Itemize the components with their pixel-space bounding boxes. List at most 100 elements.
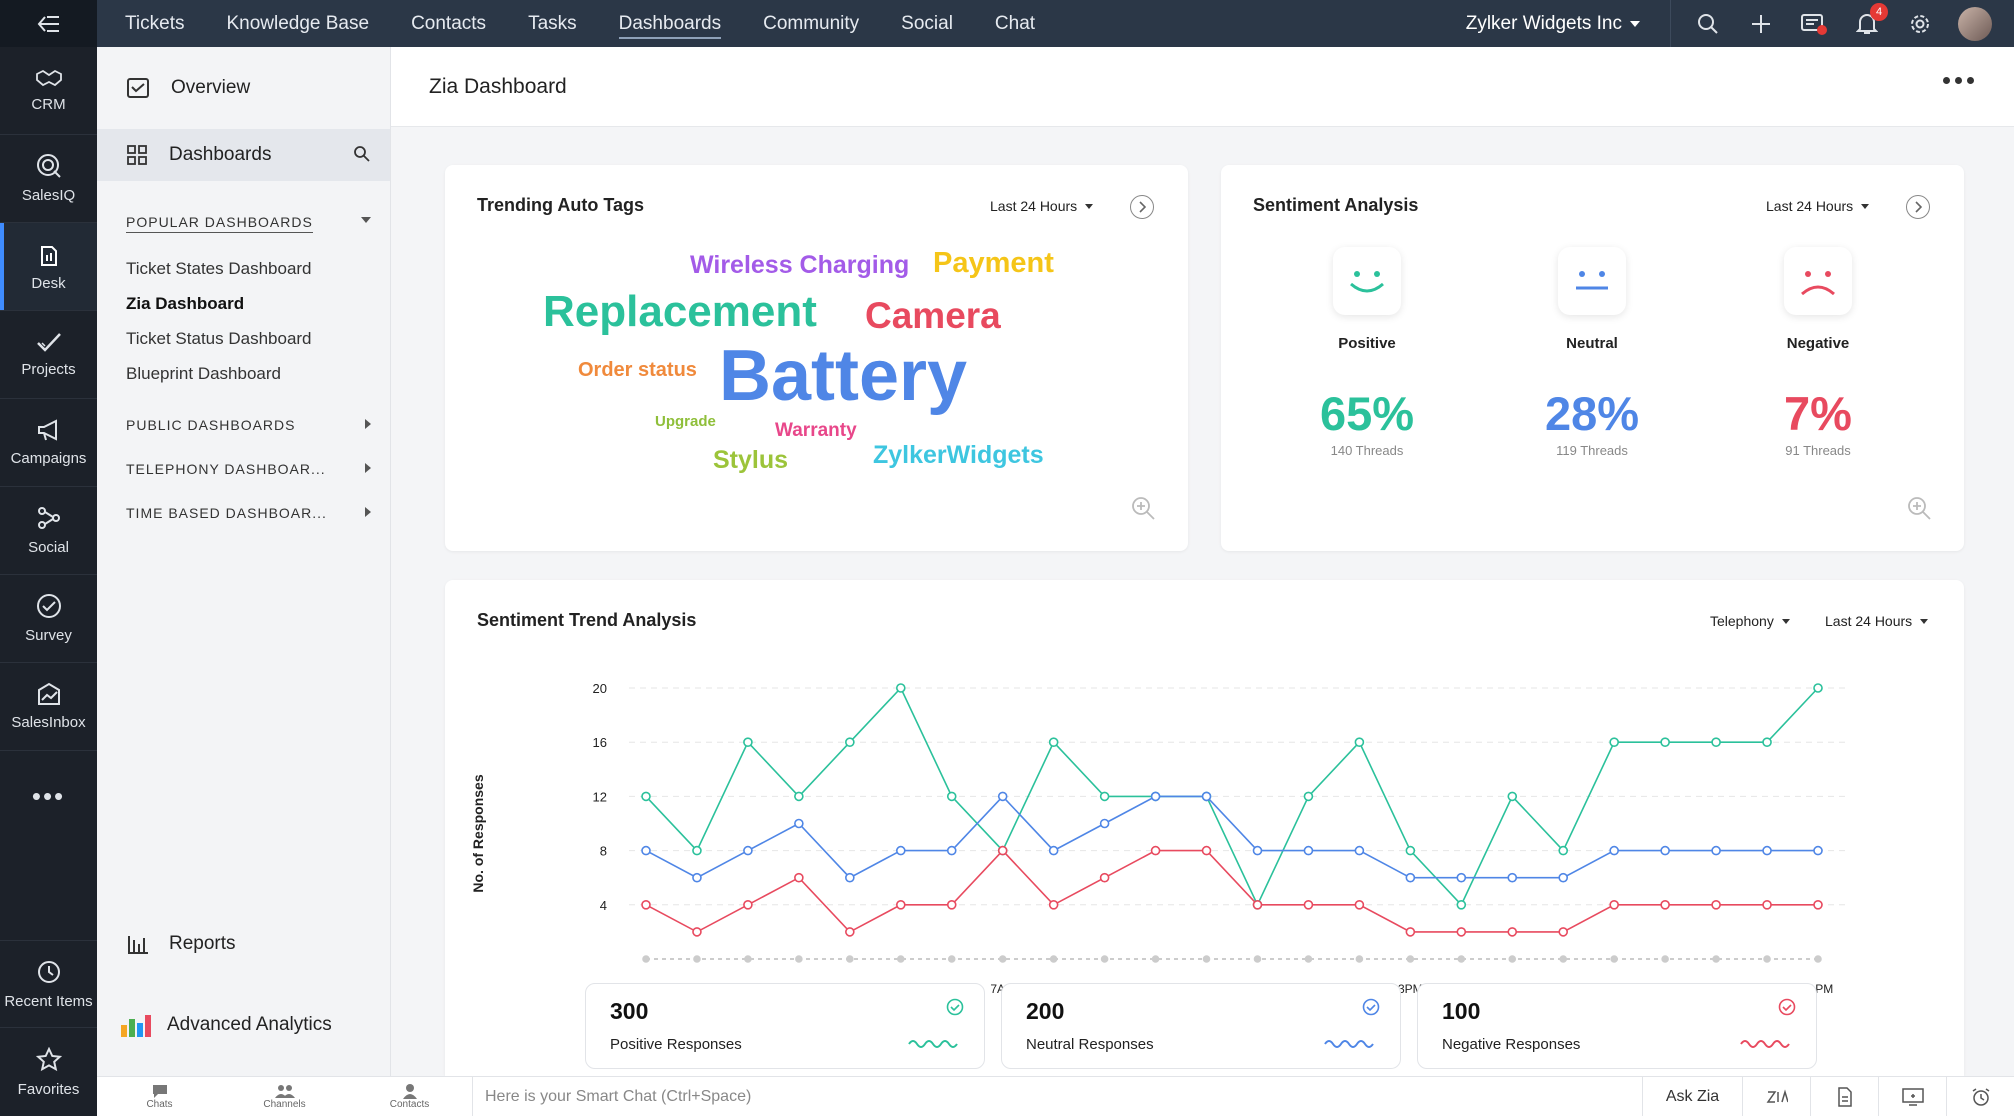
- tab-contacts[interactable]: Contacts: [411, 13, 487, 34]
- time-filter-dropdown[interactable]: Last 24 Hours: [1766, 198, 1870, 214]
- channel-filter-dropdown[interactable]: Telephony: [1710, 613, 1790, 629]
- rail-more-button[interactable]: •••: [31, 780, 66, 811]
- data-point: [1660, 737, 1670, 747]
- popular-dashboards-header[interactable]: POPULAR DASHBOARDS: [126, 213, 371, 233]
- data-point: [1099, 818, 1110, 829]
- user-avatar[interactable]: [1958, 6, 1992, 41]
- tab-knowledge-base[interactable]: Knowledge Base: [226, 13, 370, 34]
- rail-item-salesiq[interactable]: SalesIQ: [0, 135, 97, 223]
- rail-item-projects[interactable]: Projects: [0, 311, 97, 399]
- auto-tag[interactable]: Upgrade: [655, 413, 716, 430]
- ticket-alert-icon: [1801, 13, 1827, 35]
- tab-community[interactable]: Community: [763, 13, 860, 34]
- alarm-button[interactable]: [1946, 1076, 2014, 1116]
- tab-tickets[interactable]: Tickets: [125, 13, 185, 34]
- bottom-channels-button[interactable]: Channels: [222, 1077, 347, 1116]
- rail-item-favorites[interactable]: Favorites: [0, 1028, 97, 1116]
- sidebar-item-label: Overview: [171, 77, 251, 98]
- kpi-card-negative[interactable]: 100 Negative Responses: [1417, 983, 1817, 1069]
- smart-chat-input[interactable]: Here is your Smart Chat (Ctrl+Space): [472, 1076, 1642, 1116]
- bottom-contacts-button[interactable]: Contacts: [347, 1077, 472, 1116]
- app-switcher-button[interactable]: [0, 0, 97, 47]
- auto-tag[interactable]: Order status: [578, 359, 697, 381]
- y-tick-label: 16: [593, 735, 607, 750]
- tab-dashboards[interactable]: Dashboards: [618, 0, 722, 47]
- rail-label: Campaigns: [10, 450, 87, 467]
- data-point: [1303, 845, 1314, 856]
- zoom-button[interactable]: [1130, 495, 1156, 526]
- auto-tag[interactable]: ZylkerWidgets: [873, 441, 1044, 469]
- screen-share-button[interactable]: [1878, 1076, 1946, 1116]
- data-point: [946, 899, 957, 910]
- tab-tasks[interactable]: Tasks: [528, 13, 577, 34]
- auto-tag[interactable]: Camera: [865, 295, 1001, 336]
- data-point: [845, 927, 855, 937]
- inbox-button[interactable]: [1799, 9, 1829, 39]
- search-button[interactable]: [1693, 9, 1723, 39]
- caret-down-icon: [361, 217, 371, 223]
- auto-tag[interactable]: Replacement: [543, 287, 817, 336]
- time-filter-dropdown[interactable]: Last 24 Hours: [990, 198, 1094, 214]
- zia-icon: [1766, 1088, 1788, 1103]
- time-based-dashboards-header[interactable]: TIME BASED DASHBOAR...: [126, 503, 371, 523]
- rail-item-salesinbox[interactable]: SalesInbox: [0, 663, 97, 751]
- sidebar-item-overview[interactable]: Overview: [97, 47, 390, 129]
- navigate-button[interactable]: [1906, 195, 1930, 219]
- overview-icon: [127, 78, 149, 98]
- rail-item-desk[interactable]: Desk: [0, 223, 97, 311]
- auto-tag[interactable]: Payment: [933, 247, 1054, 279]
- rail-label: SalesIQ: [21, 187, 76, 204]
- tab-social[interactable]: Social: [901, 13, 953, 34]
- data-point: [845, 737, 855, 747]
- data-point: [1252, 899, 1263, 910]
- ask-zia-button[interactable]: Ask Zia: [1642, 1076, 1742, 1116]
- rail-item-campaigns[interactable]: Campaigns: [0, 399, 97, 487]
- back-menu-icon: [37, 15, 59, 32]
- dashboard-link[interactable]: Ticket States Dashboard: [126, 259, 312, 278]
- rail-label: Survey: [25, 627, 72, 644]
- dashboards-sidebar: Overview Dashboards POPULAR DASHBOARDS T…: [97, 47, 391, 1076]
- zoom-button[interactable]: [1906, 495, 1932, 526]
- dashboard-link[interactable]: Blueprint Dashboard: [126, 364, 281, 383]
- data-point: [693, 955, 701, 963]
- zia-button[interactable]: [1742, 1076, 1810, 1116]
- org-switcher[interactable]: Zylker Widgets Inc: [1466, 13, 1640, 35]
- dashboard-link-active[interactable]: Zia Dashboard: [126, 294, 245, 313]
- settings-button[interactable]: [1905, 9, 1935, 39]
- tab-chat[interactable]: Chat: [994, 13, 1036, 34]
- sidebar-item-reports[interactable]: Reports: [127, 933, 236, 955]
- data-point: [1253, 955, 1262, 963]
- navigate-button[interactable]: [1130, 195, 1154, 219]
- kpi-card-positive[interactable]: 300 Positive Responses: [585, 983, 985, 1069]
- auto-tag[interactable]: Stylus: [713, 446, 789, 474]
- telephony-dashboards-header[interactable]: TELEPHONY DASHBOAR...: [126, 459, 371, 479]
- time-filter-dropdown[interactable]: Last 24 Hours: [1825, 613, 1929, 629]
- auto-tag[interactable]: Battery: [719, 336, 968, 416]
- notifications-button[interactable]: 4: [1852, 2, 1888, 39]
- data-point: [1355, 955, 1364, 963]
- data-point: [1814, 955, 1822, 963]
- kpi-card-neutral[interactable]: 200 Neutral Responses: [1001, 983, 1401, 1069]
- data-point: [1813, 845, 1823, 856]
- more-options-button[interactable]: [1943, 77, 1974, 84]
- sidebar-item-advanced-analytics[interactable]: Advanced Analytics: [119, 1011, 332, 1039]
- notes-button[interactable]: [1810, 1076, 1878, 1116]
- add-button[interactable]: [1746, 9, 1776, 39]
- auto-tag[interactable]: Wireless Charging: [690, 251, 910, 279]
- bottom-chats-button[interactable]: Chats: [97, 1077, 222, 1116]
- sidebar-item-dashboards[interactable]: Dashboards: [97, 129, 390, 181]
- sidebar-item-label: Advanced Analytics: [167, 1014, 332, 1035]
- auto-tag[interactable]: Warranty: [775, 420, 857, 441]
- data-point: [1661, 955, 1669, 963]
- rail-label: SalesInbox: [11, 714, 86, 731]
- rail-item-social[interactable]: Social: [0, 487, 97, 575]
- public-dashboards-header[interactable]: PUBLIC DASHBOARDS: [126, 415, 371, 435]
- negative-face: [1784, 247, 1852, 315]
- more-dot: [1955, 77, 1962, 84]
- rail-item-recent-items[interactable]: Recent Items: [0, 940, 97, 1028]
- data-point: [1303, 791, 1314, 802]
- dashboard-link[interactable]: Ticket Status Dashboard: [126, 329, 312, 348]
- rail-item-crm[interactable]: CRM: [0, 47, 97, 135]
- dashboards-search-button[interactable]: [353, 145, 370, 168]
- rail-item-survey[interactable]: Survey: [0, 575, 97, 663]
